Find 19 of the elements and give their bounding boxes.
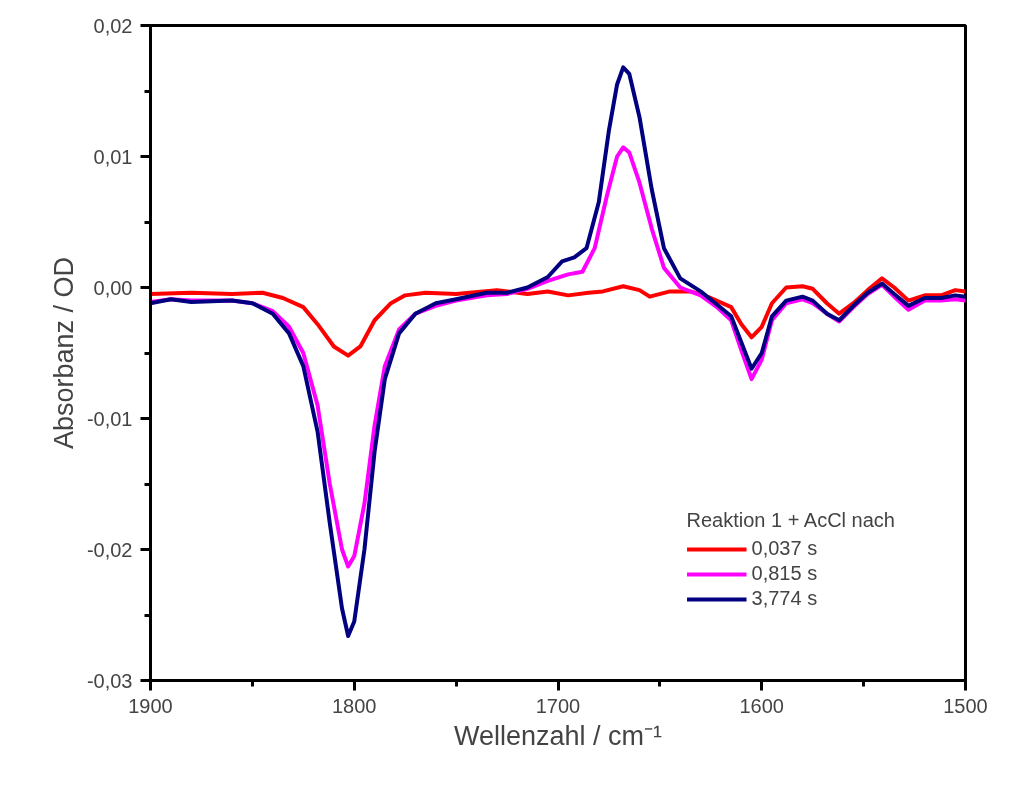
line-series <box>150 276 966 358</box>
y-tick-label: 0,02 <box>93 14 133 37</box>
x-tick-label: 1700 <box>535 694 581 717</box>
legend-label: 0,815 s <box>751 562 818 585</box>
x-tick-label: 1900 <box>128 694 173 717</box>
legend-label: 3,774 s <box>751 587 818 610</box>
legend-label: 0,037 s <box>751 537 818 560</box>
y-axis-title: Absorbanz / OD <box>48 256 79 450</box>
line-series <box>150 65 966 638</box>
y-tick-label: -0,02 <box>86 538 133 561</box>
y-tick-label: 0,00 <box>93 276 133 299</box>
x-tick-label: 1500 <box>943 694 988 717</box>
y-tick-label: -0,01 <box>86 407 133 430</box>
x-tick-label: 1600 <box>739 694 784 717</box>
x-tick-label: 1800 <box>332 694 377 717</box>
x-axis-title: Wellenzahl / cm⁻¹ <box>453 720 663 751</box>
legend-title: Reaktion 1 + AcCl nach <box>686 509 895 532</box>
y-tick-label: 0,01 <box>93 145 133 168</box>
y-tick-label: -0,03 <box>86 669 133 692</box>
